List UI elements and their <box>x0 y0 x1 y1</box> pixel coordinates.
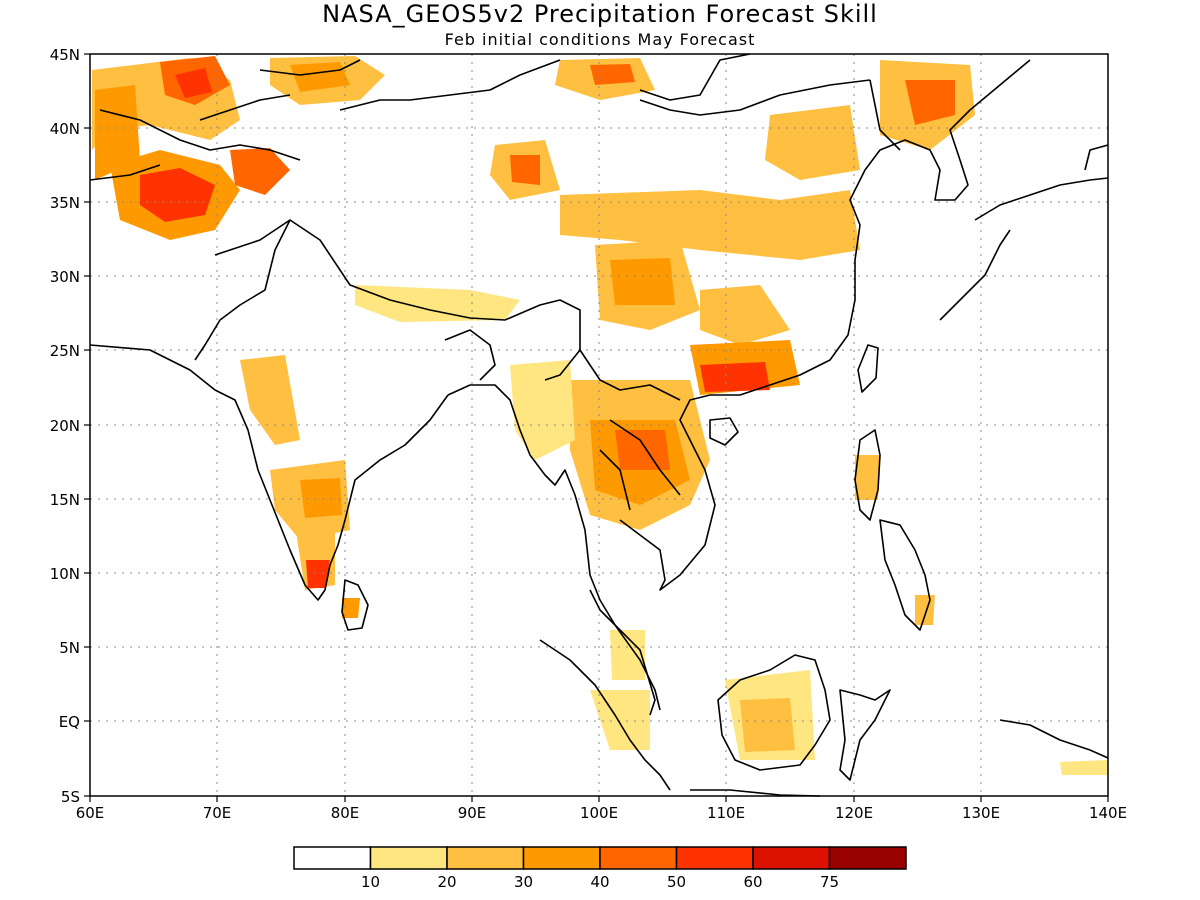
colorbar-label: 40 <box>590 873 609 891</box>
lat-tick-label: 45N <box>50 46 80 64</box>
lon-tick-label: 130E <box>962 804 1000 822</box>
region-qinghai-core <box>510 155 540 185</box>
region-nepal <box>355 285 520 322</box>
lat-tick-label: 20N <box>50 417 80 435</box>
lon-tick-label: 110E <box>707 804 745 822</box>
lat-tick-label: 5S <box>61 788 80 806</box>
colorbar-label: 50 <box>667 873 686 891</box>
region-uzbek <box>95 85 140 180</box>
lat-tick-label: 5N <box>59 639 80 657</box>
coastline-new-guinea <box>999 719 1109 759</box>
colorbar-cell <box>828 846 907 870</box>
region-mindanao <box>915 595 935 625</box>
lat-tick-label: 15N <box>50 491 80 509</box>
region-kazakh-core <box>290 62 350 92</box>
lon-tick-label: 140E <box>1089 804 1127 822</box>
region-burma <box>510 360 575 460</box>
border-india-pakistan <box>194 219 291 361</box>
coastlines-and-borders <box>89 53 1109 797</box>
colorbar-cell <box>293 846 372 870</box>
coastline-bay-of-bengal <box>447 384 661 711</box>
coastline-luzon <box>854 429 881 521</box>
colorbar-cell <box>599 846 678 870</box>
lat-tick-label: EQ <box>59 713 80 731</box>
map-subtitle: Feb initial conditions May Forecast <box>445 30 756 49</box>
region-india-east-core <box>300 478 342 518</box>
region-hunan <box>700 285 790 345</box>
colorbar-legend: 10 20 30 40 50 60 75 <box>293 846 907 891</box>
colorbar-cell <box>675 846 754 870</box>
colorbar-cell <box>752 846 831 870</box>
map-title: NASA_GEOS5v2 Precipitation Forecast Skil… <box>322 0 878 28</box>
colorbar-cell <box>522 846 601 870</box>
region-borneo-core <box>740 698 795 752</box>
colorbar-label: 20 <box>437 873 456 891</box>
region-pacific-east <box>1060 760 1108 775</box>
colorbar-label: 75 <box>820 873 839 891</box>
coastline-visayas <box>879 519 931 631</box>
border-china-mongolia <box>639 79 871 116</box>
region-sri-lanka <box>342 598 360 618</box>
region-afghanistan-core <box>140 168 215 222</box>
lon-tick-label: 80E <box>331 804 360 822</box>
latitude-labels: 45N 40N 35N 30N 25N 20N 15N 10N 5N EQ 5S <box>50 46 80 806</box>
colorbar-cell <box>446 846 525 870</box>
lat-tick-label: 40N <box>50 120 80 138</box>
lon-tick-label: 70E <box>203 804 232 822</box>
coastline-japan <box>939 144 1109 321</box>
lon-tick-label: 100E <box>580 804 618 822</box>
region-india-west <box>240 355 300 445</box>
region-e-china <box>765 105 860 180</box>
colorbar-label: 10 <box>361 873 380 891</box>
border-indochina <box>579 349 681 511</box>
region-s-china-core <box>700 362 770 392</box>
border-bangladesh <box>444 329 496 381</box>
coastline-malaya <box>589 589 656 716</box>
coastline-sumatra <box>539 639 671 791</box>
region-philippines <box>855 455 880 500</box>
lat-tick-label: 35N <box>50 194 80 212</box>
colorbar-cell <box>369 846 448 870</box>
coastline-sri-lanka <box>341 579 369 631</box>
region-mongolia-core <box>590 64 635 85</box>
coastline-borneo <box>717 654 831 771</box>
border-china-north <box>339 53 751 111</box>
region-sumatra <box>590 690 650 750</box>
region-laos-core <box>615 430 670 470</box>
region-tajik-core <box>175 68 212 98</box>
lon-tick-label: 60E <box>76 804 105 822</box>
region-ne-china-core <box>905 80 955 125</box>
coastline-hainan <box>709 417 739 446</box>
coastline-taiwan <box>857 344 879 393</box>
region-india-south-core <box>306 560 330 588</box>
lon-tick-label: 120E <box>835 804 873 822</box>
region-sichuan-core <box>610 258 675 305</box>
colorbar-label: 60 <box>743 873 762 891</box>
longitude-labels: 60E 70E 80E 90E 100E 110E 120E 130E 140E <box>76 804 1127 822</box>
coastline-indochina <box>619 59 1031 591</box>
lat-tick-label: 25N <box>50 342 80 360</box>
lat-tick-label: 30N <box>50 268 80 286</box>
tick-marks <box>84 53 1109 802</box>
colorbar-label: 30 <box>514 873 533 891</box>
border-china-northeast <box>869 79 901 151</box>
map-panel <box>84 53 1109 802</box>
region-malaya <box>610 630 645 680</box>
border-central-asia <box>89 59 361 181</box>
skill-shading <box>92 56 1108 775</box>
region-kashmir <box>230 148 290 195</box>
lat-tick-label: 10N <box>50 565 80 583</box>
gridlines <box>90 54 1108 796</box>
lon-tick-label: 90E <box>458 804 487 822</box>
coastline-pakistan-india-west <box>89 344 449 601</box>
region-central-china <box>560 190 860 260</box>
coastline-sulawesi <box>839 689 891 781</box>
